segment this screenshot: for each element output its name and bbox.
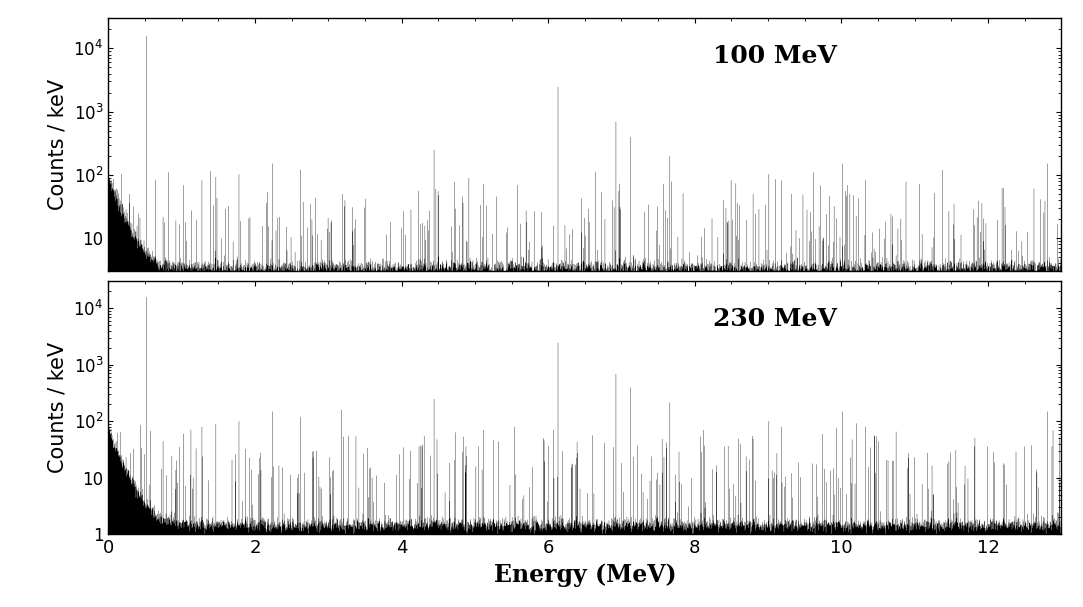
Y-axis label: Counts / keV: Counts / keV [48,79,68,210]
Y-axis label: Counts / keV: Counts / keV [48,342,68,473]
Text: 230 MeV: 230 MeV [714,307,837,331]
X-axis label: Energy (MeV): Energy (MeV) [494,563,676,586]
Text: 100 MeV: 100 MeV [714,44,837,67]
